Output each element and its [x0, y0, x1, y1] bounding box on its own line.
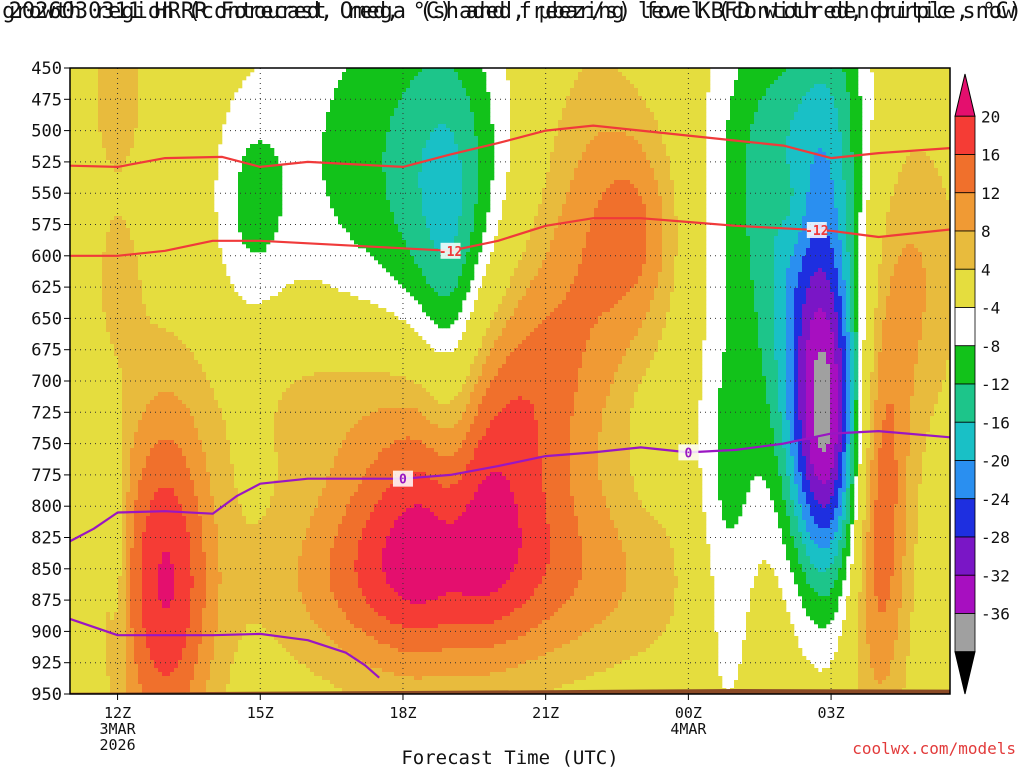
y-tick-label: 800 — [31, 497, 62, 517]
y-tick-label: 450 — [31, 59, 62, 79]
contour-label-bg — [392, 470, 413, 487]
contour-label-bg — [678, 444, 699, 461]
contour-label: -12 — [439, 245, 462, 260]
y-tick-label: 700 — [31, 372, 62, 392]
x-tick-label: 3MAR — [100, 720, 137, 738]
y-tick-label: 875 — [31, 591, 62, 611]
colorbar-swatch — [954, 498, 976, 538]
colorbar-swatch — [954, 536, 976, 576]
colorbar-label: -16 — [981, 413, 1010, 432]
y-tick-label: 950 — [31, 685, 62, 705]
x-axis-label: Forecast Time (UTC) — [401, 747, 618, 768]
colorbar-swatch — [954, 268, 976, 308]
y-tick-label: 850 — [31, 560, 62, 580]
contour-label: 0 — [399, 473, 407, 488]
chart-title-line-1: 2026030311 HRRR Forecast Omega (shaded, … — [0, 0, 1024, 24]
y-tick-label: 550 — [31, 184, 62, 204]
colorbar-swatch — [954, 460, 976, 500]
contour-line-3 — [70, 617, 380, 679]
colorbar-label: -36 — [981, 605, 1010, 624]
colorbar-swatch — [954, 613, 976, 653]
contour-label: 0 — [684, 446, 692, 461]
y-tick-label: 825 — [31, 529, 62, 549]
y-tick-label: 900 — [31, 622, 62, 642]
contour-label-bg — [806, 222, 827, 239]
colorbar-label: -28 — [981, 528, 1010, 547]
x-tick-label: 15Z — [247, 704, 274, 722]
chart-title-line-2: growth region (contoured, red, °C) and f… — [0, 0, 1024, 24]
colorbar-swatch — [954, 421, 976, 461]
colorbar-swatch — [954, 192, 976, 232]
y-tick-label: 925 — [31, 654, 62, 674]
colorbar-arrow-bottom — [954, 651, 976, 695]
colorbar-label: 8 — [981, 222, 991, 241]
contour-label-bg — [440, 242, 461, 259]
colorbar-swatch — [954, 383, 976, 423]
contour-line-0 — [70, 124, 950, 168]
colorbar-label: -8 — [981, 337, 1000, 356]
y-tick-label: 575 — [31, 216, 62, 236]
colorbar-label: -4 — [981, 299, 1000, 318]
terrain — [70, 688, 950, 694]
colorbar-label: -24 — [981, 490, 1010, 509]
x-tick-label: 03Z — [818, 704, 845, 722]
colorbar-swatch — [954, 154, 976, 194]
y-tick-label: 525 — [31, 153, 62, 173]
contour-label: -12 — [805, 224, 828, 239]
credit-link[interactable]: coolwx.com/models — [852, 739, 1016, 758]
y-tick-label: 775 — [31, 466, 62, 486]
colorbar-label: 16 — [981, 146, 1000, 165]
x-tick-label: 12Z — [104, 704, 131, 722]
y-tick-label: 625 — [31, 278, 62, 298]
colorbar-label: 4 — [981, 260, 991, 279]
y-tick-label: 475 — [31, 90, 62, 110]
x-tick-label: 18Z — [389, 704, 416, 722]
colorbar-arrow-top — [954, 73, 976, 117]
colorbar-swatch — [954, 307, 976, 347]
y-tick-label: 600 — [31, 247, 62, 267]
colorbar-swatch — [954, 345, 976, 385]
colorbar-label: 12 — [981, 184, 1000, 203]
colorbar-label: 20 — [981, 107, 1000, 126]
y-tick-label: 500 — [31, 122, 62, 142]
y-tick-label: 750 — [31, 435, 62, 455]
colorbar-swatch — [954, 230, 976, 270]
y-tick-label: 725 — [31, 403, 62, 423]
colorbar-swatch — [954, 115, 976, 155]
colorbar-label: -12 — [981, 375, 1010, 394]
colorbar-label: -32 — [981, 566, 1010, 585]
x-tick-label: 2026 — [100, 736, 136, 754]
x-tick-label: 00Z — [675, 704, 702, 722]
contour-line-1 — [70, 217, 950, 257]
x-tick-label: 4MAR — [670, 720, 707, 738]
x-tick-label: 21Z — [532, 704, 559, 722]
colorbar-label: -20 — [981, 452, 1010, 471]
contour-line-2 — [70, 430, 950, 543]
colorbar-swatch — [954, 574, 976, 614]
y-tick-label: 650 — [31, 309, 62, 329]
y-tick-label: 675 — [31, 341, 62, 361]
